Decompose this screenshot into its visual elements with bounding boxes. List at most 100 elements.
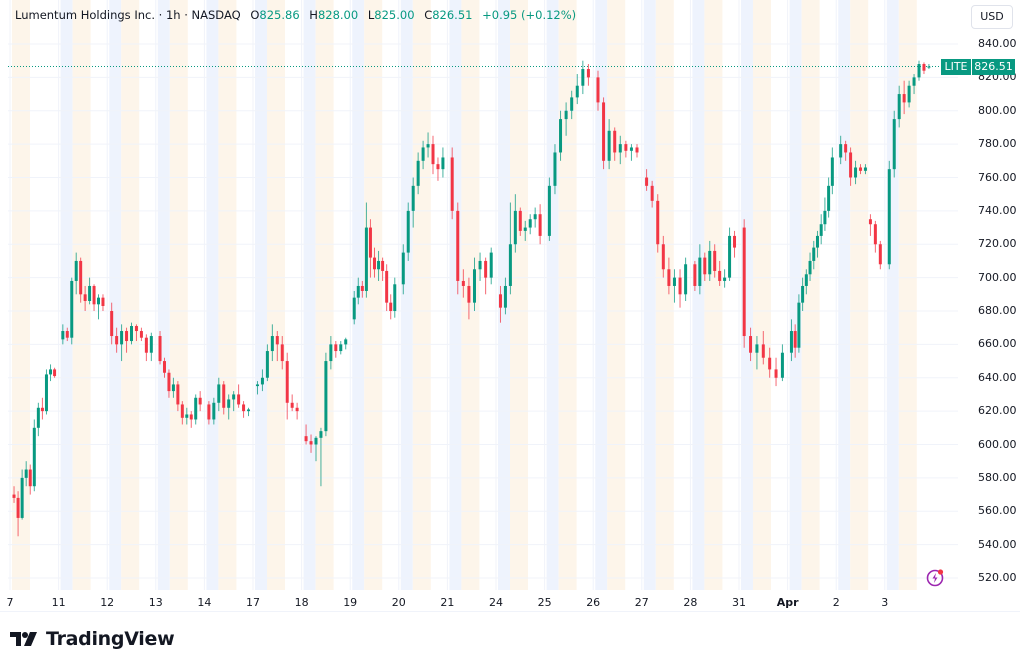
candle-body	[176, 384, 180, 405]
change-value: +0.95 (+0.12%)	[482, 8, 577, 22]
candle-body	[149, 336, 153, 353]
candle-body	[20, 477, 24, 518]
premarket-band	[692, 0, 705, 590]
symbol-name[interactable]: Lumentum Holdings Inc.	[15, 8, 155, 22]
candle-body	[559, 119, 563, 153]
price-tick-label: 780.00	[978, 137, 1017, 151]
candle-body	[849, 152, 853, 178]
premarket-band	[60, 0, 73, 590]
candle-body	[44, 374, 48, 412]
candle-body	[672, 277, 676, 286]
premarket-band	[400, 0, 413, 590]
close-label: C	[424, 8, 433, 22]
candle-body	[661, 244, 665, 270]
candle-body	[859, 167, 862, 171]
price-tick-label: 840.00	[978, 37, 1017, 50]
postmarket-band	[704, 0, 723, 590]
candle-body	[581, 69, 585, 86]
candle-body	[703, 257, 707, 275]
candle-body	[207, 404, 211, 420]
tradingview-wordmark: TradingView	[46, 628, 175, 650]
candle-body	[774, 369, 778, 378]
candle-body	[194, 397, 198, 420]
candle-body	[185, 414, 189, 418]
premarket-band	[206, 0, 219, 590]
candle-body	[780, 352, 784, 378]
candle-body	[441, 157, 445, 170]
postmarket-band	[753, 0, 771, 590]
candle-body	[708, 250, 712, 275]
tradingview-logo[interactable]: TradingView	[10, 628, 175, 650]
candle-body	[309, 441, 313, 445]
candle-body	[110, 311, 114, 337]
time-tick-label: 27	[634, 596, 649, 609]
lightning-bolt-icon[interactable]	[925, 568, 945, 588]
time-tick-label: 7	[6, 596, 14, 609]
candle-body	[74, 260, 78, 281]
premarket-band	[157, 0, 170, 590]
candle-body	[416, 160, 420, 186]
candle-body	[314, 437, 318, 445]
candle-body	[352, 297, 356, 320]
candle-body	[528, 219, 532, 228]
candle-body	[125, 331, 129, 342]
premarket-band	[886, 0, 899, 590]
candle-body	[684, 264, 688, 295]
premarket-band	[838, 0, 851, 590]
premarket-band	[741, 0, 753, 590]
time-tick-label: 3	[881, 596, 889, 609]
tradingview-logo-icon	[10, 632, 37, 646]
candle-body	[761, 344, 765, 358]
price-tick-label: 700.00	[978, 270, 1017, 284]
candle-body	[922, 64, 926, 71]
candlestick-chart[interactable]	[0, 0, 1024, 595]
candle-body	[768, 357, 772, 370]
candle-body	[162, 361, 166, 373]
candle-body	[618, 144, 622, 153]
candle-body	[319, 431, 323, 438]
candle-body	[255, 384, 259, 387]
postmarket-band	[169, 0, 188, 590]
candle-body	[793, 331, 797, 348]
candle-body	[461, 280, 465, 286]
candle-body	[513, 210, 517, 245]
price-tick-label: 520.00	[978, 571, 1017, 584]
postmarket-band	[510, 0, 528, 590]
candle-body	[270, 336, 274, 352]
candle-body	[385, 270, 389, 303]
candle-body	[478, 260, 482, 270]
low-label: L	[367, 8, 375, 22]
price-tick-label: 540.00	[978, 537, 1017, 551]
postmarket-band	[850, 0, 869, 590]
candle-body	[830, 157, 834, 186]
symbol-legend: Lumentum Holdings Inc. · 1h · NASDAQ O82…	[15, 8, 576, 22]
chart-area[interactable]	[0, 0, 1024, 595]
premarket-band	[789, 0, 802, 590]
open-label: O	[250, 8, 260, 22]
candle-body	[518, 210, 522, 231]
price-tick-label: 800.00	[978, 103, 1017, 117]
candle-body	[139, 331, 143, 338]
interval[interactable]: 1h	[165, 8, 181, 22]
candle-body	[489, 252, 493, 278]
premarket-band	[109, 0, 122, 590]
time-tick-label: 19	[343, 596, 358, 609]
candle-body	[373, 257, 376, 270]
premarket-band	[643, 0, 656, 590]
currency-button[interactable]: USD	[971, 5, 1013, 29]
candle-body	[389, 302, 393, 311]
candle-body	[698, 257, 702, 286]
separator: ·	[158, 8, 163, 22]
candle-body	[678, 277, 682, 295]
candle-body	[360, 285, 364, 291]
candle-body	[804, 274, 808, 286]
open-value: 825.86	[259, 8, 300, 22]
candle-body	[693, 264, 697, 286]
candle-body	[718, 270, 722, 281]
candle-body	[927, 66, 931, 68]
candle-body	[755, 344, 759, 353]
candle-body	[180, 404, 184, 418]
candle-body	[917, 64, 921, 78]
candle-body	[295, 407, 299, 412]
time-tick-label: 24	[489, 596, 503, 609]
